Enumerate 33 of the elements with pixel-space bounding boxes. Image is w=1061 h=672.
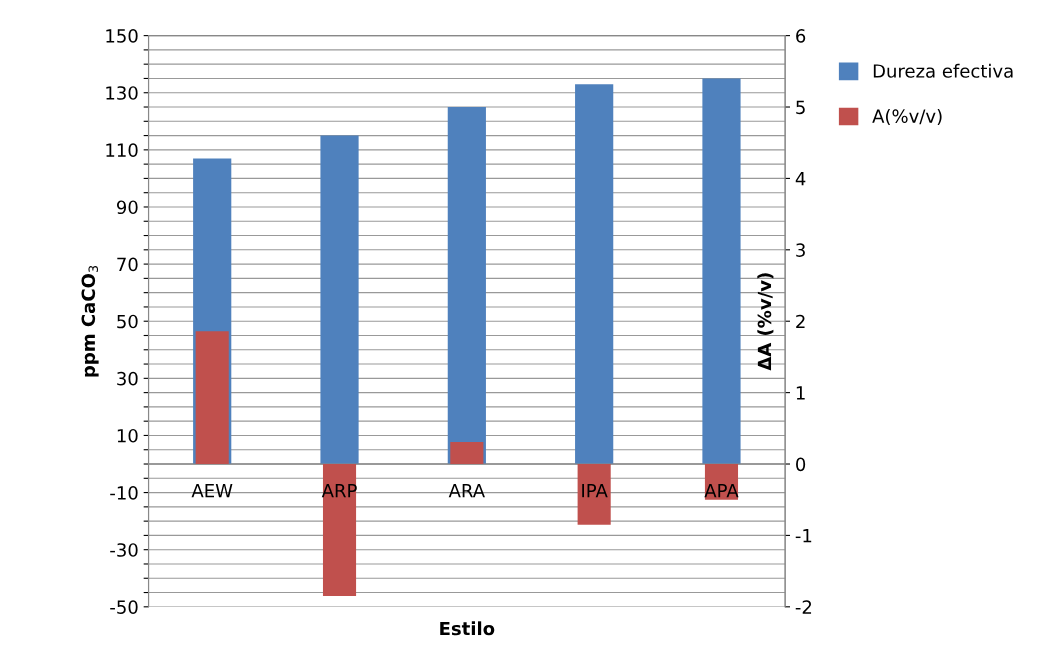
y-tick-label: -30 — [110, 543, 138, 557]
bar — [577, 464, 611, 525]
x-tick-label: ARP — [321, 484, 357, 498]
y2-axis-title: ΔA (%v/v) — [757, 273, 774, 371]
y-tick-label: -50 — [110, 600, 138, 614]
y2-tick-label: 2 — [796, 314, 805, 329]
y-tick-label: 90 — [116, 200, 138, 215]
y-tick-label: 30 — [117, 371, 138, 386]
x-tick-label: ARA — [448, 484, 485, 498]
y2-tick-label: 5 — [796, 100, 805, 115]
bar — [447, 107, 486, 465]
y2-tick-label: 1 — [796, 386, 805, 400]
legend-label: A(%v/v) — [872, 108, 942, 126]
legend-label: Dureza efectiva — [873, 63, 1013, 78]
bar — [450, 441, 484, 465]
y-axis-title: ppm CaCO$_{3}$ — [81, 265, 99, 377]
y2-tick-label: 3 — [796, 243, 805, 257]
y-tick-label: 70 — [117, 257, 138, 272]
y-tick-label: -10 — [110, 486, 138, 500]
y2-tick-label: 0 — [796, 457, 806, 472]
x-tick-label: IPA — [582, 484, 608, 498]
y-tick-label: 50 — [117, 314, 138, 329]
x-tick-label: APA — [704, 484, 739, 498]
x-axis-title: Estilo — [440, 621, 495, 636]
y-tick-label: 130 — [106, 86, 138, 100]
y2-tick-label: 4 — [795, 172, 806, 186]
y-tick-label: 110 — [106, 143, 138, 157]
y-tick-label: 10 — [117, 428, 138, 443]
y2-tick-label: 6 — [796, 29, 806, 43]
y2-tick-label: -2 — [795, 600, 812, 614]
y2-tick-label: -1 — [795, 529, 812, 543]
x-tick-label: AEW — [191, 484, 233, 498]
y-tick-label: 150 — [106, 29, 138, 43]
